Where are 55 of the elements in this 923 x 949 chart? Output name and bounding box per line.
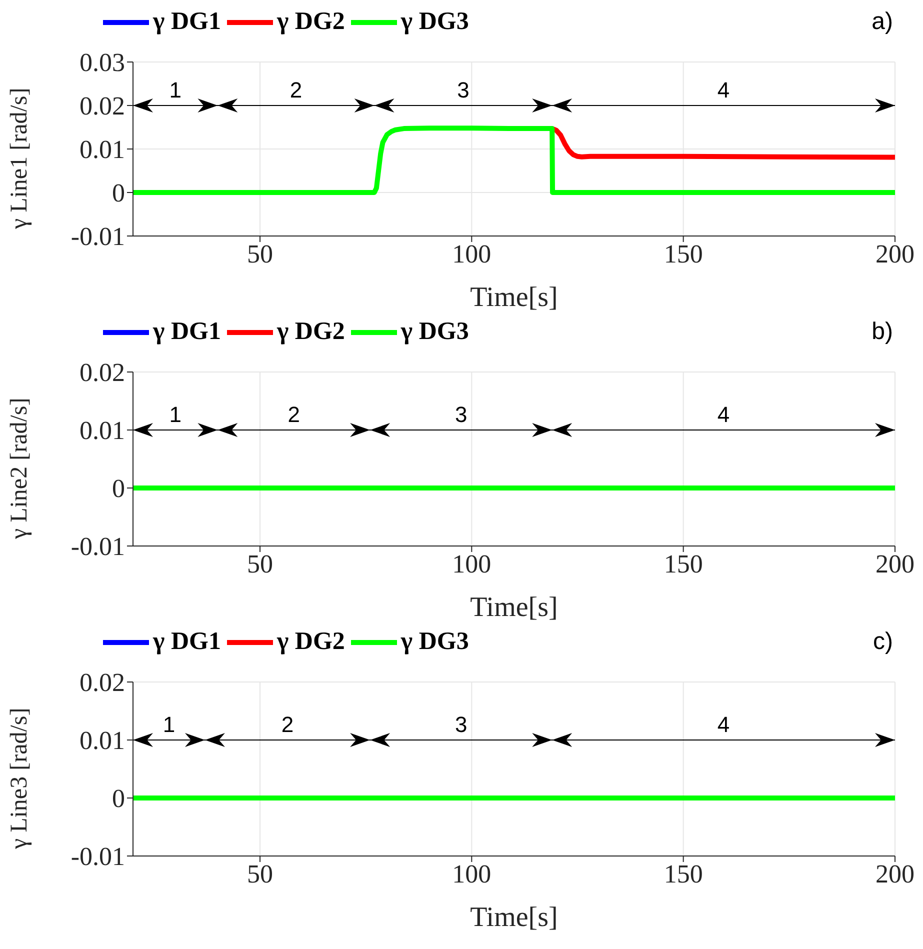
- x-tick-label: 100: [452, 239, 492, 268]
- annotation: 2: [288, 402, 300, 427]
- y-tick-label: -0.01: [70, 532, 125, 562]
- legend-label: γ DG2: [276, 628, 345, 656]
- annotation: 4: [717, 78, 730, 102]
- annotation: 2: [281, 712, 294, 737]
- annotation: 1: [162, 712, 176, 737]
- annotation: 1: [169, 78, 182, 102]
- chart-title: b): [872, 318, 893, 346]
- y-axis-title: γ Line2 [rad/s]: [6, 398, 33, 540]
- y-axis-title: γ Line1 [rad/s]: [6, 88, 33, 230]
- legend-label: γ DG3: [400, 8, 469, 36]
- x-tick-label: 150: [664, 239, 703, 268]
- y-tick-label: 0.01: [80, 726, 125, 756]
- legend-label: γ DG1: [153, 318, 221, 346]
- y-tick-label: 0.03: [80, 48, 125, 78]
- x-tick-label: 100: [452, 859, 492, 888]
- legend-label: γ DG2: [276, 8, 345, 36]
- x-tick-label: 200: [876, 549, 914, 578]
- legend-label: γ DG3: [400, 318, 469, 346]
- annotation: 4: [717, 402, 730, 427]
- y-tick-label: 0.02: [80, 668, 125, 698]
- annotation: 3: [454, 712, 468, 737]
- annotation: 4: [717, 712, 730, 737]
- legend-label: γ DG2: [276, 318, 345, 346]
- x-axis-title: Time[s]: [470, 592, 558, 623]
- y-tick-label: 0: [112, 474, 125, 504]
- x-tick-label: 150: [664, 549, 703, 578]
- x-tick-label: 50: [247, 859, 273, 888]
- y-tick-label: -0.01: [70, 842, 125, 872]
- y-tick-label: 0.02: [80, 92, 125, 121]
- y-tick-label: 0.01: [80, 135, 125, 164]
- chart-title: a): [872, 8, 893, 36]
- x-axis-title: Time[s]: [470, 902, 558, 933]
- y-tick-label: -0.01: [70, 222, 125, 252]
- x-axis-title: Time[s]: [470, 282, 558, 313]
- x-tick-label: 200: [876, 859, 914, 888]
- y-axis-title: γ Line3 [rad/s]: [6, 708, 33, 850]
- annotation: 3: [454, 402, 468, 427]
- y-tick-label: 0: [112, 784, 125, 814]
- y-tick-label: 0.02: [80, 358, 125, 388]
- x-tick-label: 200: [876, 239, 914, 268]
- legend-label: γ DG3: [400, 628, 469, 656]
- annotation: 3: [457, 78, 470, 102]
- annotation: 1: [169, 402, 182, 427]
- x-tick-label: 100: [452, 549, 492, 578]
- y-tick-label: 0.01: [80, 416, 125, 446]
- x-tick-label: 150: [664, 859, 703, 888]
- legend-label: γ DG1: [153, 8, 221, 36]
- y-tick-label: 0: [112, 178, 125, 208]
- legend-label: γ DG1: [153, 628, 221, 656]
- x-tick-label: 50: [247, 239, 273, 268]
- chart-title: c): [873, 628, 893, 656]
- annotation: 2: [290, 78, 302, 102]
- x-tick-label: 50: [247, 549, 273, 578]
